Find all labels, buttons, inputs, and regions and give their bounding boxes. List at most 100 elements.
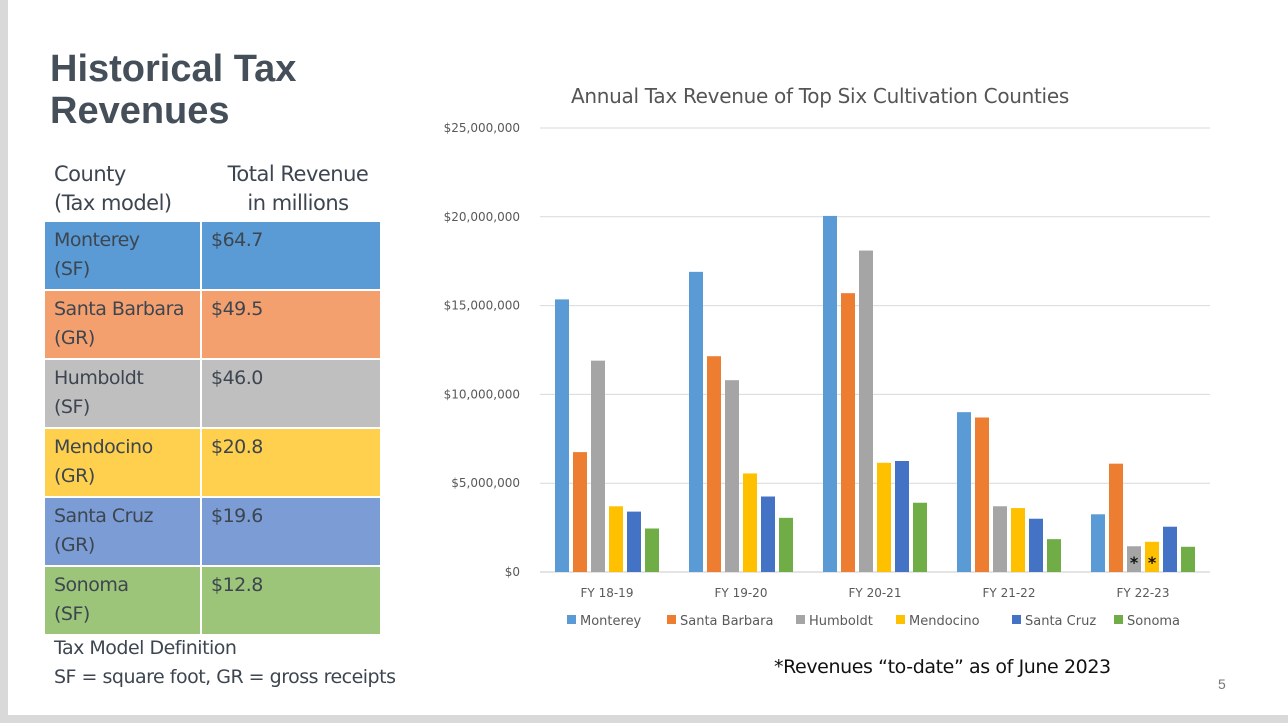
header-county-label: County (54, 162, 126, 186)
y-tick-label: $20,000,000 (444, 210, 520, 224)
bar-santa-barbara (975, 417, 989, 572)
total-revenue-cell: $64.7 (211, 229, 263, 251)
table-row: Sonoma (SF) $12.8 (45, 567, 380, 636)
header-in-millions-label: in millions (247, 191, 349, 215)
legend-swatch (667, 615, 676, 624)
x-tick-label: FY 22-23 (1117, 586, 1170, 600)
bar-monterey (823, 215, 837, 573)
x-tick-label: FY 20-21 (849, 586, 902, 600)
legend-label: Monterey (580, 614, 642, 629)
legend-label: Mendocino (909, 614, 980, 629)
total-revenue-cell: $46.0 (211, 367, 263, 389)
county-name: Humboldt (54, 367, 144, 389)
revenue-table: Monterey (SF) $64.7 Santa Barbara (GR) $49.5 H… (45, 222, 380, 636)
total-revenue-cell: $20.8 (211, 436, 263, 458)
x-tick-label: FY 21-22 (983, 586, 1036, 600)
tax-model: (SF) (54, 603, 90, 625)
bar-sonoma (1047, 539, 1061, 572)
title-line-2: Revenues (50, 90, 230, 132)
bar-mendocino (877, 462, 891, 572)
tax-model: (GR) (54, 327, 95, 349)
header-total-revenue-label: Total Revenue (227, 162, 369, 186)
table-header-county: County (Tax model) (54, 160, 172, 218)
bar-santa-barbara (573, 452, 587, 572)
bar-sonoma (645, 528, 659, 572)
bar-mendocino (743, 473, 757, 572)
bar-monterey (957, 412, 971, 572)
bar-santa-barbara (1109, 463, 1123, 572)
bar-mendocino (1011, 508, 1025, 572)
bar-santa-cruz (627, 511, 641, 572)
bar-monterey (689, 271, 703, 572)
table-header-total: Total Revenue in millions (218, 160, 378, 218)
x-tick-label: FY 18-19 (581, 586, 634, 600)
county-name: Mendocino (54, 436, 153, 458)
bar-mendocino (609, 506, 623, 572)
y-tick-label: $0 (505, 565, 520, 579)
bar-humboldt (859, 250, 873, 572)
y-tick-label: $5,000,000 (451, 476, 520, 490)
legend-swatch (567, 615, 576, 624)
y-tick-label: $10,000,000 (444, 387, 520, 401)
total-revenue-cell: $49.5 (211, 298, 263, 320)
tax-model: (SF) (54, 396, 90, 418)
bar-sonoma (779, 517, 793, 572)
page-number: 5 (1218, 676, 1226, 692)
table-row: Mendocino (GR) $20.8 (45, 429, 380, 498)
table-row: Santa Barbara (GR) $49.5 (45, 291, 380, 360)
legend-swatch (796, 615, 805, 624)
bar-santa-barbara (841, 293, 855, 572)
slide-title: Historical Tax Revenues (50, 48, 296, 132)
county-cell: Monterey (SF) (45, 222, 202, 289)
table-row: Monterey (SF) $64.7 (45, 222, 380, 291)
x-tick-label: FY 19-20 (715, 586, 768, 600)
bar-humboldt (591, 360, 605, 572)
county-name: Santa Barbara (54, 298, 185, 320)
bar-humboldt (993, 506, 1007, 572)
definition-title: Tax Model Definition (54, 637, 237, 659)
legend-swatch (1012, 615, 1021, 624)
bar-monterey (555, 299, 569, 572)
bar-santa-cruz (1029, 518, 1043, 572)
total-revenue-cell: $19.6 (211, 505, 263, 527)
header-tax-model-label: (Tax model) (54, 191, 172, 215)
table-row: Humboldt (SF) $46.0 (45, 360, 380, 429)
bar-santa-cruz (1163, 526, 1177, 572)
title-line-1: Historical Tax (50, 48, 297, 90)
bar-monterey (1091, 514, 1105, 572)
legend-label: Santa Barbara (680, 614, 773, 629)
y-tick-label: $25,000,000 (444, 121, 520, 135)
tax-model: (GR) (54, 534, 95, 556)
county-name: Sonoma (54, 574, 129, 596)
bar-santa-cruz (761, 496, 775, 572)
bar-annotation: * (1148, 553, 1157, 572)
county-cell: Humboldt (SF) (45, 360, 202, 427)
bar-santa-cruz (895, 461, 909, 572)
county-cell: Mendocino (GR) (45, 429, 202, 496)
tax-model-definition: Tax Model Definition SF = square foot, G… (54, 634, 396, 692)
county-name: Monterey (54, 229, 140, 251)
bar-humboldt (1127, 546, 1141, 572)
bar-mendocino (1145, 541, 1159, 572)
tax-model: (GR) (54, 465, 95, 487)
bar-sonoma (1181, 546, 1195, 572)
table-row: Santa Cruz (GR) $19.6 (45, 498, 380, 567)
county-cell: Santa Barbara (GR) (45, 291, 202, 358)
legend-label: Sonoma (1127, 614, 1180, 629)
county-name: Santa Cruz (54, 505, 153, 527)
legend-swatch (896, 615, 905, 624)
legend-label: Santa Cruz (1025, 614, 1096, 629)
definition-text: SF = square foot, GR = gross receipts (54, 666, 396, 688)
chart-title: Annual Tax Revenue of Top Six Cultivatio… (571, 84, 1069, 108)
county-cell: Sonoma (SF) (45, 567, 202, 634)
bar-santa-barbara (707, 356, 721, 572)
bar-sonoma (913, 502, 927, 572)
y-tick-label: $15,000,000 (444, 299, 520, 313)
bar-annotation: * (1130, 553, 1139, 572)
footnote: *Revenues “to-date” as of June 2023 (774, 656, 1111, 678)
total-revenue-cell: $12.8 (211, 574, 263, 596)
legend-label: Humboldt (809, 614, 873, 629)
tax-model: (SF) (54, 258, 90, 280)
county-cell: Santa Cruz (GR) (45, 498, 202, 565)
